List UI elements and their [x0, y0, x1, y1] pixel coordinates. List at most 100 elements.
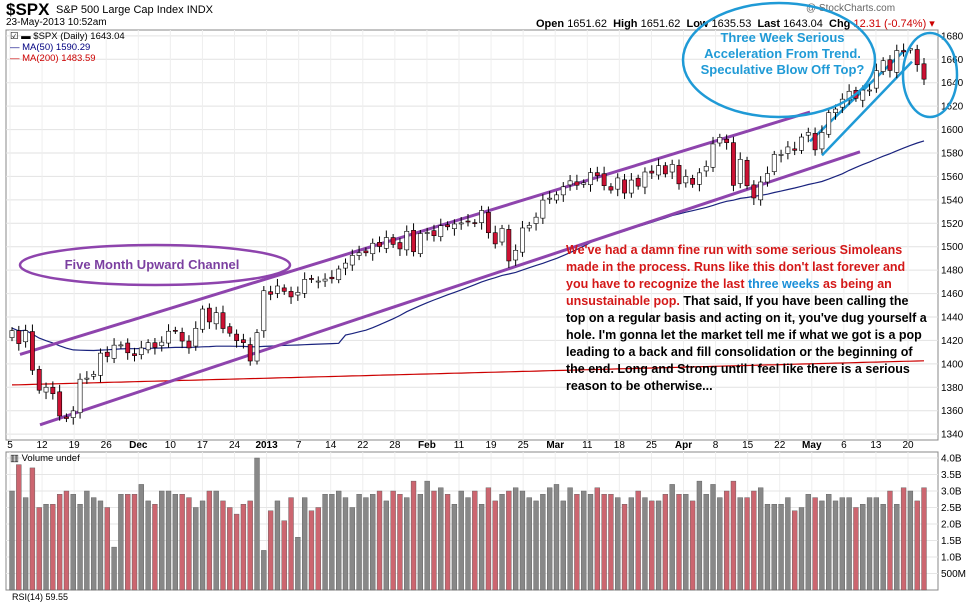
candle-down [64, 416, 69, 419]
quote-bar: Open 1651.62 High 1651.62 Low 1635.53 La… [536, 17, 935, 30]
date-tick-label: 2013 [255, 440, 278, 451]
date-tick-label: 22 [774, 440, 786, 451]
open-value: 1651.62 [567, 18, 607, 30]
volume-bar [159, 490, 165, 591]
price-tick-label: 1660 [941, 55, 964, 66]
volume-bar [683, 494, 689, 591]
open-label: Open [536, 18, 565, 30]
price-tick-label: 1400 [941, 359, 964, 370]
candle-up [77, 378, 83, 414]
candle-up [254, 332, 260, 362]
candle-down [240, 339, 246, 343]
volume-bar [615, 497, 621, 591]
volume-bar [723, 490, 730, 591]
volume-bar [826, 494, 832, 591]
candle-down [724, 138, 730, 143]
volume-bar [431, 490, 437, 591]
candle-up [499, 228, 505, 243]
candle-down [921, 63, 927, 80]
candle-down [744, 159, 750, 187]
date-tick-label: 13 [870, 440, 882, 451]
candle-up [438, 225, 444, 237]
volume-bar [390, 490, 396, 591]
date-tick-label: Mar [546, 440, 564, 451]
volume-bar [50, 504, 56, 591]
candle-up [111, 344, 117, 359]
volume-bar [138, 484, 144, 591]
candle-down [390, 237, 396, 245]
candle-up [628, 179, 634, 194]
candle-down [486, 212, 491, 234]
low-label: Low [686, 18, 709, 30]
volume-bar [16, 464, 22, 591]
volume-bar [342, 497, 349, 591]
date-tick-label: 11 [582, 440, 593, 451]
date-tick-label: 18 [614, 440, 626, 451]
candle-up [785, 146, 791, 154]
candle-up [703, 166, 709, 172]
ma200-legend-label: MA(200) 1483.59 [22, 53, 96, 64]
price-tick-label: 1620 [941, 102, 964, 113]
date-tick-label: 7 [296, 440, 302, 451]
volume-bar [485, 487, 492, 591]
candle-down [622, 179, 627, 194]
volume-bar [696, 480, 703, 591]
volume-bar [288, 497, 294, 591]
candle-down [574, 181, 580, 186]
volume-tick-label: 1.5B [941, 536, 962, 547]
chg-label: Chg [829, 18, 851, 30]
volume-tick-label: 1.0B [941, 553, 962, 564]
volume-bar [451, 504, 458, 591]
candle-up [533, 216, 539, 224]
candle-up [758, 181, 764, 201]
down-arrow-icon: ▾ [929, 18, 935, 30]
candle-down [234, 333, 240, 341]
candle-up [138, 347, 144, 355]
volume-bar [424, 480, 430, 591]
channel-callout-ellipse [18, 243, 292, 287]
volume-bar [635, 490, 641, 591]
candle-up [451, 223, 457, 229]
candle-up [383, 237, 389, 249]
candle-down [50, 386, 56, 394]
volume-bar [778, 504, 784, 591]
candle-up [867, 89, 872, 92]
volume-bar [764, 504, 771, 591]
price-tick-label: 1340 [941, 430, 964, 441]
volume-bar [601, 494, 607, 591]
high-label: High [613, 18, 638, 30]
volume-bar [397, 494, 403, 591]
price-tick-label: 1560 [941, 172, 964, 183]
volume-bar [410, 480, 417, 591]
acceleration-annotation: Three Week Serious Acceleration From Tre… [700, 30, 865, 77]
candle-up [370, 242, 376, 255]
volume-bar [512, 487, 519, 591]
volume-bar [70, 494, 76, 591]
date-tick-label: 26 [101, 440, 113, 451]
rsi-legend-cut: RSI(14) 59.55 [12, 592, 69, 602]
ma50-legend-label: MA(50) 1590.29 [22, 42, 91, 53]
volume-bar [444, 494, 451, 591]
price-tick-label: 1520 [941, 219, 964, 230]
acceleration-callout-ellipse [681, 1, 877, 119]
candle-up [880, 60, 886, 72]
candle-down [492, 232, 498, 245]
volume-bar [519, 490, 526, 591]
volume-bar [744, 497, 750, 591]
candle-down [690, 178, 696, 185]
candle-up [581, 182, 587, 185]
volume-bar [730, 480, 737, 591]
price-legend-label: $SPX (Daily) 1643.04 [33, 31, 125, 42]
volume-bar [179, 494, 185, 591]
volume-bar [240, 504, 247, 591]
volume-bar [812, 497, 818, 591]
candle-up [819, 132, 825, 150]
volume-bar [853, 507, 859, 591]
low-value: 1635.53 [711, 18, 752, 30]
volume-bar [710, 484, 716, 591]
candle-up [826, 112, 832, 135]
candle-up [200, 308, 205, 330]
volume-bar [233, 513, 240, 591]
last-value: 1643.04 [783, 18, 823, 30]
volume-legend-label: Volume undef [21, 453, 80, 464]
